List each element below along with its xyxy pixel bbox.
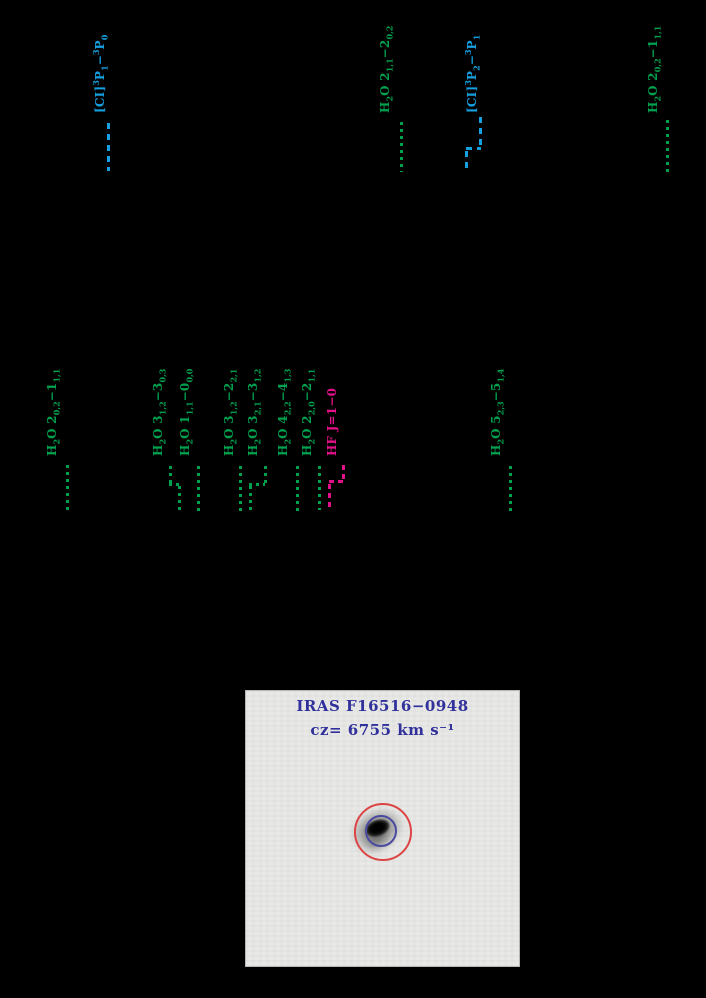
marker-line-h2o-1113-seg1 (197, 466, 200, 512)
line-label-h2o-988: H2O 20,2−11,1 (45, 368, 62, 456)
line-label-ci-809: [CI]3P2−3P1 (463, 34, 482, 113)
marker-line-h2o-1153-seg1 (239, 466, 242, 512)
marker-line-h2o-1163-seg3 (249, 486, 252, 512)
line-label-ci-492: [CI]3P1−3P0 (91, 34, 110, 113)
marker-line-h2o-1163-seg2 (249, 483, 265, 486)
marker-line-ci-492-seg1 (107, 123, 110, 171)
marker-line-h2o-1097-seg1 (169, 466, 172, 484)
optical-image-inset: IRAS F16516−0948 cz= 6755 km s⁻¹ (245, 690, 520, 967)
line-label-h2o-1097: H2O 31,2−30,3 (151, 368, 168, 456)
line-label-h2o-1411: H2O 52,3−51,4 (489, 368, 506, 456)
line-label-h2o-988-top: H2O 20,2−11,1 (646, 25, 663, 113)
marker-line-h2o-988-seg1 (66, 465, 69, 513)
red-aperture-circle (354, 803, 412, 861)
line-label-h2o-1163: H2O 32,1−31,2 (246, 368, 263, 456)
marker-line-ci-809-seg3 (465, 151, 468, 173)
marker-line-ci-809-seg2 (466, 147, 481, 150)
marker-line-h2o-988-top-seg1 (666, 120, 669, 173)
marker-line-h2o-1208-seg1 (296, 466, 299, 512)
inset-source-name: IRAS F16516−0948 (296, 697, 469, 715)
line-label-h2o-752: H2O 21,1−20,2 (378, 25, 395, 113)
inset-redshift-velocity: cz= 6755 km s⁻¹ (310, 721, 455, 739)
marker-line-h2o-1411-seg1 (509, 466, 512, 512)
line-label-h2o-1113: H2O 11,1−00,0 (178, 368, 195, 456)
line-label-h2o-1208: H2O 42,2−41,3 (276, 368, 293, 456)
marker-line-h2o-752-seg1 (400, 122, 403, 172)
marker-line-ci-809-seg1 (479, 117, 482, 148)
line-label-hf-1232: HF J=1−0 (325, 387, 339, 456)
marker-line-h2o-1163-seg1 (264, 466, 267, 484)
marker-line-hf-1232-seg3 (328, 484, 331, 510)
line-label-h2o-1153: H2O 31,2−22,1 (222, 368, 239, 456)
marker-line-hf-1232-seg1 (342, 465, 345, 481)
marker-line-h2o-1229-seg1 (318, 466, 321, 510)
marker-line-hf-1232-seg2 (329, 480, 343, 483)
marker-line-h2o-1097-seg3 (178, 486, 181, 512)
marker-line-h2o-1097-seg2 (169, 483, 181, 486)
line-label-h2o-1229: H2O 22,0−21,1 (300, 368, 317, 456)
